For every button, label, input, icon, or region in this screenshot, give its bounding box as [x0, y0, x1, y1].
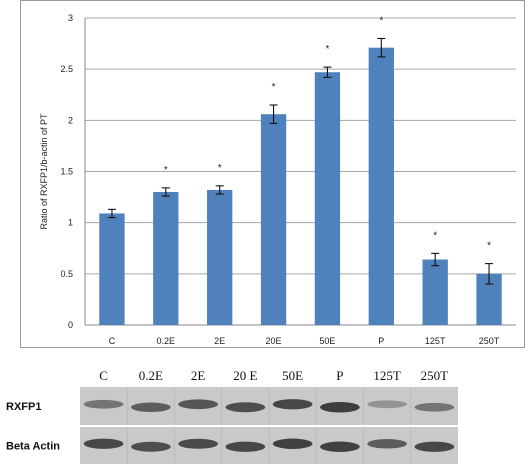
blot-band: [83, 438, 124, 449]
blot-lane-labels: C 0.2E 2E 20 E 50E P 125T 250T: [99, 368, 448, 383]
blot-band: [272, 438, 313, 449]
bar-125T: [422, 259, 448, 325]
bar-2E: [207, 189, 233, 325]
blot-band: [225, 402, 266, 413]
y-tick-label: 2.5: [60, 64, 73, 74]
bar-chart: 0 0.5 1 1.5 2 2.5 3 * * * * * * * C 0.2E 2E 20E 50E P 125T…: [39, 13, 516, 346]
blot-band: [225, 441, 266, 452]
blot-rows: RXFP1 Beta Actin: [6, 387, 458, 464]
gridlines: [84, 17, 516, 326]
x-tick-label: 50E: [319, 336, 335, 346]
blot-band: [83, 399, 124, 409]
x-tick-label: 20E: [266, 336, 282, 346]
blot-band: [367, 400, 407, 409]
blot-band: [131, 402, 171, 412]
significance-star: *: [487, 241, 491, 252]
lane-label: C: [99, 368, 108, 383]
bar-0.2E: [153, 191, 179, 325]
western-blot: C 0.2E 2E 20 E 50E P 125T 250T RXFP1 Beta Actin: [6, 368, 458, 464]
blot-row-label: RXFP1: [6, 401, 41, 413]
y-tick-label: 2: [68, 115, 73, 125]
bar-20E: [260, 114, 287, 326]
significance-star: *: [433, 230, 437, 241]
chart-frame: 0 0.5 1 1.5 2 2.5 3 * * * * * * * C 0.2E 2E 20E 50E P 125T…: [20, 0, 525, 348]
blot-band: [131, 441, 171, 452]
lane-label: 2E: [191, 368, 206, 383]
lane-label: 0.2E: [139, 368, 163, 383]
blot-band: [320, 401, 360, 413]
blot-band: [320, 441, 360, 452]
significance-star: *: [325, 44, 329, 55]
blot-band: [178, 399, 218, 410]
x-tick-label: C: [109, 336, 116, 346]
lane-label: 50E: [282, 368, 303, 383]
blot-band: [178, 438, 218, 449]
bar-C: [99, 213, 125, 325]
bars: * * * * * * *: [99, 15, 502, 326]
blot-band: [414, 402, 455, 412]
bar-50E: [314, 72, 341, 325]
y-tick-label: 1: [68, 218, 73, 228]
significance-star: *: [272, 82, 276, 93]
x-tick-labels: C 0.2E 2E 20E 50E P 125T 250T: [109, 336, 500, 346]
lane-label: P: [336, 368, 343, 383]
significance-star: *: [218, 163, 222, 174]
x-tick-label: 250T: [479, 336, 500, 346]
y-tick-label: 0: [68, 320, 73, 330]
blot-band: [414, 441, 455, 452]
y-tick-label: 0.5: [60, 269, 73, 279]
significance-star: *: [164, 165, 168, 176]
significance-star: *: [379, 15, 383, 26]
y-tick-labels: 0 0.5 1 1.5 2 2.5 3: [60, 13, 73, 330]
x-tick-label: 0.2E: [157, 336, 176, 346]
y-axis-label: Ratio of RXFP1/b-actin of PT: [39, 113, 49, 230]
bar-P: [368, 47, 394, 325]
x-tick-label: 125T: [425, 336, 446, 346]
blot-band: [367, 439, 407, 449]
lane-label: 20 E: [233, 368, 257, 383]
blot-row-label: Beta Actin: [6, 441, 60, 453]
lane-label: 125T: [373, 368, 401, 383]
blot-band: [272, 399, 313, 410]
x-tick-label: 2E: [214, 336, 225, 346]
y-tick-label: 1.5: [60, 167, 73, 177]
x-tick-label: P: [378, 336, 384, 346]
lane-label: 250T: [421, 368, 449, 383]
y-tick-label: 3: [68, 13, 73, 23]
